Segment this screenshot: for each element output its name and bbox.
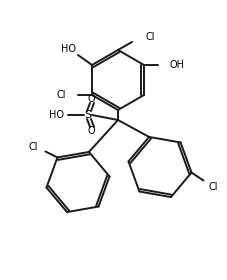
Text: HO: HO: [61, 44, 76, 54]
Text: HO: HO: [49, 110, 64, 120]
Text: Cl: Cl: [29, 143, 38, 153]
Text: O: O: [87, 126, 95, 136]
Text: OH: OH: [170, 60, 185, 70]
Text: O: O: [87, 94, 95, 104]
Text: S: S: [84, 110, 91, 120]
Text: Cl: Cl: [146, 32, 155, 42]
Text: Cl: Cl: [209, 181, 218, 192]
Text: Cl: Cl: [57, 90, 66, 100]
